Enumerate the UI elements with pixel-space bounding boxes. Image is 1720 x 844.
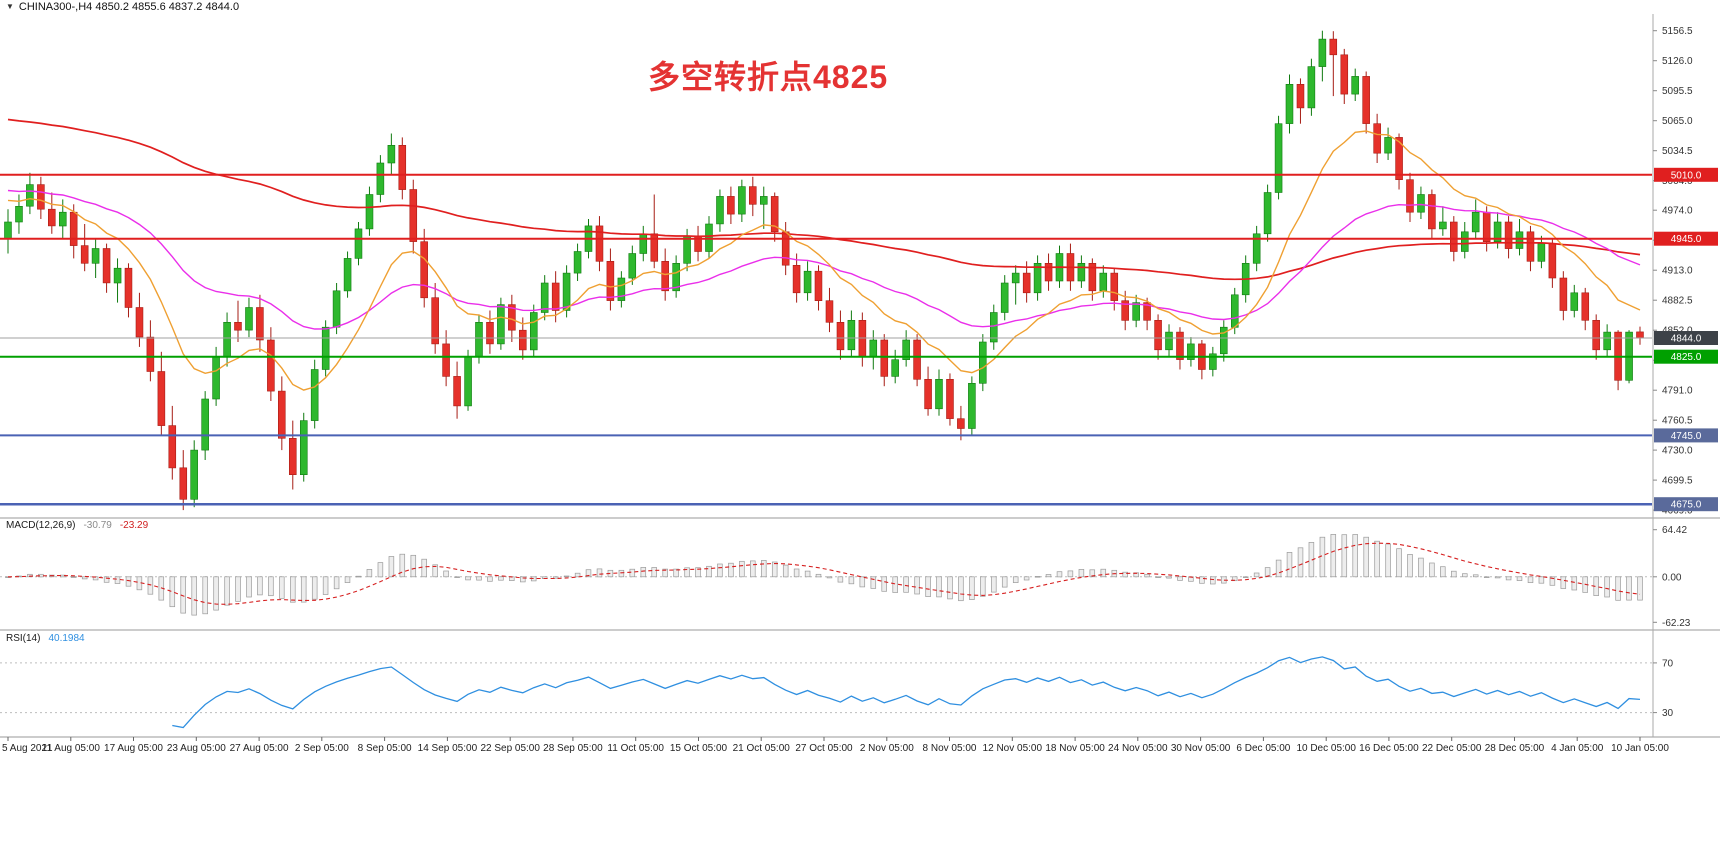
svg-text:11 Oct 05:00: 11 Oct 05:00 — [607, 743, 664, 754]
chevron-down-icon[interactable]: ▼ — [6, 2, 14, 11]
svg-text:4730.0: 4730.0 — [1662, 446, 1693, 457]
svg-text:21 Oct 05:00: 21 Oct 05:00 — [733, 743, 791, 754]
svg-text:16 Dec 05:00: 16 Dec 05:00 — [1359, 743, 1419, 754]
svg-text:15 Oct 05:00: 15 Oct 05:00 — [670, 743, 728, 754]
svg-text:5095.5: 5095.5 — [1662, 86, 1693, 97]
chart-header: ▼ CHINA300-,H4 4850.2 4855.6 4837.2 4844… — [0, 0, 239, 14]
macd-value-signal: -23.29 — [119, 520, 149, 531]
svg-text:18 Nov 05:00: 18 Nov 05:00 — [1045, 743, 1105, 754]
svg-text:4 Jan 05:00: 4 Jan 05:00 — [1551, 743, 1604, 754]
macd-name: MACD(12,26,9) — [6, 520, 76, 531]
svg-text:23 Aug 05:00: 23 Aug 05:00 — [167, 743, 226, 754]
svg-text:4791.0: 4791.0 — [1662, 386, 1693, 397]
svg-text:30: 30 — [1662, 708, 1674, 719]
svg-text:-62.23: -62.23 — [1662, 618, 1691, 629]
rsi-value: 40.1984 — [48, 633, 85, 644]
svg-text:4699.5: 4699.5 — [1662, 476, 1693, 487]
svg-text:4913.0: 4913.0 — [1662, 266, 1693, 277]
svg-text:5065.0: 5065.0 — [1662, 116, 1693, 127]
svg-text:27 Aug 05:00: 27 Aug 05:00 — [230, 743, 289, 754]
svg-text:2 Sep 05:00: 2 Sep 05:00 — [295, 743, 349, 754]
svg-text:4745.0: 4745.0 — [1671, 431, 1702, 442]
svg-text:8 Sep 05:00: 8 Sep 05:00 — [358, 743, 412, 754]
svg-text:5126.0: 5126.0 — [1662, 56, 1693, 67]
svg-text:4882.5: 4882.5 — [1662, 296, 1693, 307]
svg-text:4675.0: 4675.0 — [1671, 500, 1702, 511]
svg-text:30 Nov 05:00: 30 Nov 05:00 — [1171, 743, 1231, 754]
svg-text:5010.0: 5010.0 — [1671, 170, 1702, 181]
svg-text:2 Nov 05:00: 2 Nov 05:00 — [860, 743, 914, 754]
svg-text:64.42: 64.42 — [1662, 525, 1687, 536]
svg-text:4945.0: 4945.0 — [1671, 234, 1702, 245]
svg-text:11 Aug 05:00: 11 Aug 05:00 — [42, 743, 101, 754]
svg-text:4974.0: 4974.0 — [1662, 206, 1693, 217]
svg-text:17 Aug 05:00: 17 Aug 05:00 — [104, 743, 163, 754]
svg-text:6 Dec 05:00: 6 Dec 05:00 — [1236, 743, 1290, 754]
svg-text:5156.5: 5156.5 — [1662, 26, 1693, 37]
svg-text:4760.5: 4760.5 — [1662, 416, 1693, 427]
svg-text:28 Sep 05:00: 28 Sep 05:00 — [543, 743, 603, 754]
annotation-text: 多空转折点4825 — [648, 59, 889, 95]
macd-indicator-label: MACD(12,26,9) -30.79 -23.29 — [6, 520, 148, 531]
svg-text:0.00: 0.00 — [1662, 572, 1682, 583]
svg-text:22 Dec 05:00: 22 Dec 05:00 — [1422, 743, 1482, 754]
svg-text:14 Sep 05:00: 14 Sep 05:00 — [418, 743, 478, 754]
svg-text:10 Jan 05:00: 10 Jan 05:00 — [1611, 743, 1669, 754]
rsi-name: RSI(14) — [6, 633, 41, 644]
svg-text:28 Dec 05:00: 28 Dec 05:00 — [1485, 743, 1545, 754]
svg-text:4825.0: 4825.0 — [1671, 352, 1702, 363]
svg-text:5034.5: 5034.5 — [1662, 146, 1693, 157]
svg-text:24 Nov 05:00: 24 Nov 05:00 — [1108, 743, 1168, 754]
svg-text:4844.0: 4844.0 — [1671, 334, 1702, 345]
svg-text:10 Dec 05:00: 10 Dec 05:00 — [1296, 743, 1356, 754]
svg-text:27 Oct 05:00: 27 Oct 05:00 — [795, 743, 853, 754]
svg-text:12 Nov 05:00: 12 Nov 05:00 — [983, 743, 1043, 754]
svg-text:5 Aug 2021: 5 Aug 2021 — [2, 743, 53, 754]
chart-title-ohlc: CHINA300-,H4 4850.2 4855.6 4837.2 4844.0 — [18, 1, 240, 13]
svg-text:22 Sep 05:00: 22 Sep 05:00 — [480, 743, 540, 754]
svg-text:8 Nov 05:00: 8 Nov 05:00 — [923, 743, 977, 754]
macd-value-main: -30.79 — [83, 520, 112, 531]
svg-text:70: 70 — [1662, 658, 1674, 669]
rsi-indicator-label: RSI(14) 40.1984 — [6, 633, 85, 644]
